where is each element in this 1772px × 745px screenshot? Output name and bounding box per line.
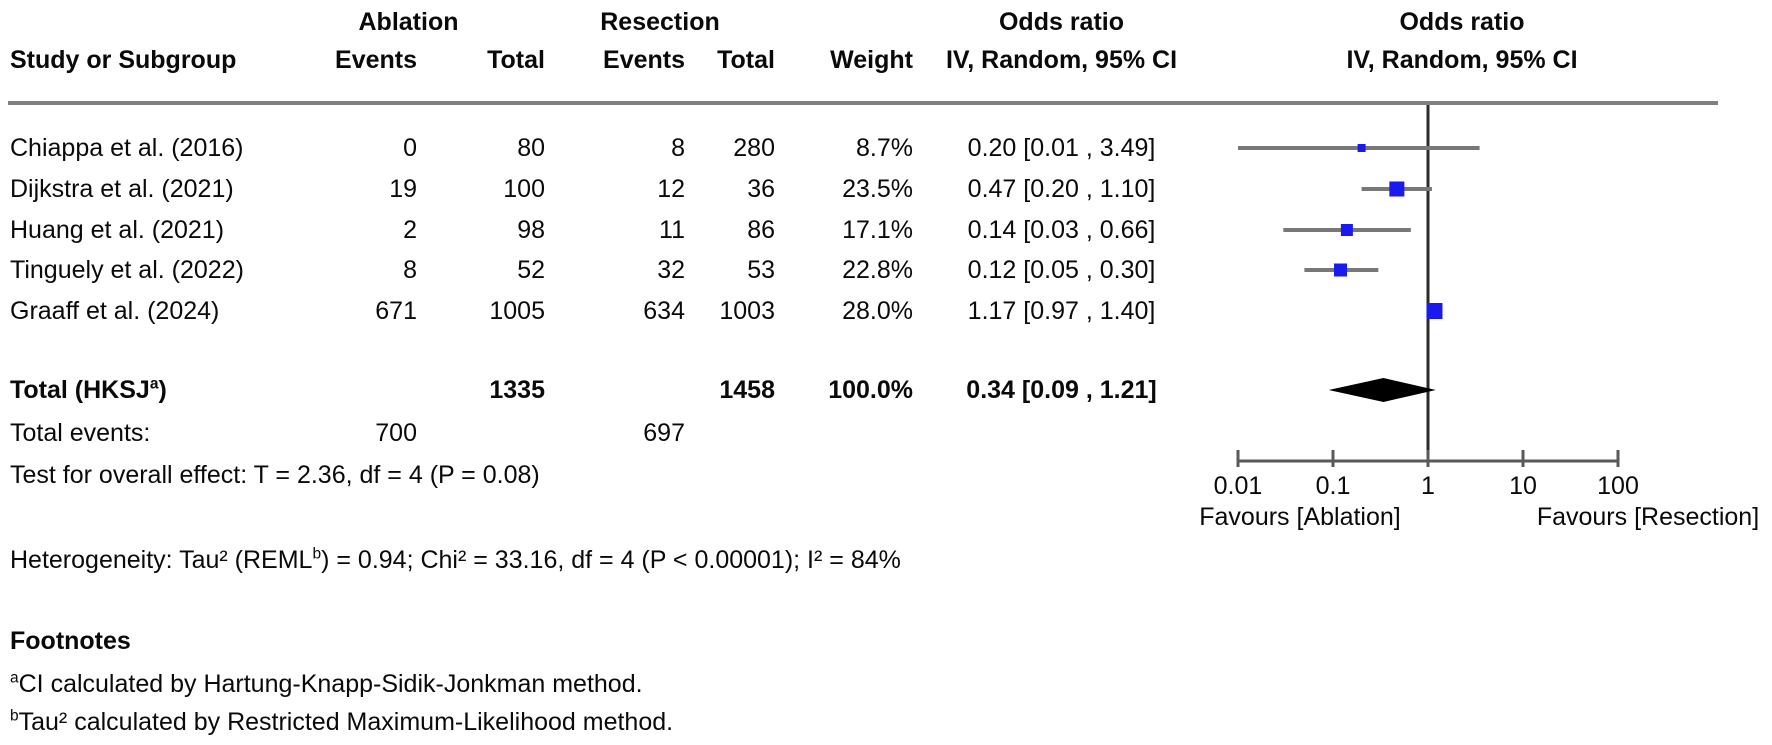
total-resection: 280	[733, 134, 775, 162]
weight-value: 23.5%	[842, 175, 913, 203]
footnote-marker-a: a	[149, 375, 159, 393]
summary-weight: 100.0%	[828, 376, 913, 404]
study-row: Graaff et al. (2024) 671 1005 634 1003 28.0% 1…	[0, 294, 1210, 328]
events-ablation: 2	[403, 216, 417, 244]
events-resection: 11	[659, 216, 685, 244]
x-axis-tick-label: 0.01	[1213, 472, 1263, 500]
events-ablation: 0	[403, 134, 417, 162]
summary-or-ci: 0.34 [0.09 , 1.21]	[966, 376, 1157, 404]
or-column-title: Odds ratio	[998, 8, 1124, 36]
study-name: Dijkstra et al. (2021)	[10, 175, 234, 203]
study-row: Tinguely et al. (2022) 8 52 32 53 22.8% 0.12 […	[0, 253, 1210, 287]
events-resection: 8	[671, 134, 685, 162]
or-ci-text: 0.47 [0.20 , 1.10]	[967, 175, 1156, 203]
study-row: Chiappa et al. (2016) 0 80 8 280 8.7% 0.20 [0.…	[0, 131, 1210, 165]
events-resection: 32	[657, 256, 685, 284]
col-total-ablation: Total	[487, 46, 545, 74]
footnotes-title: Footnotes	[10, 627, 131, 655]
weight-value: 17.1%	[842, 216, 913, 244]
x-axis-tick-label: 1	[1421, 472, 1435, 500]
weight-value: 22.8%	[842, 256, 913, 284]
events-resection: 634	[643, 297, 685, 325]
events-resection: 12	[657, 175, 685, 203]
or-marker	[1334, 263, 1348, 277]
col-or-ci-text: IV, Random, 95% CI	[945, 46, 1178, 74]
col-total-resection: Total	[717, 46, 775, 74]
plot-column-subtitle: IV, Random, 95% CI	[1346, 46, 1578, 74]
or-ci-text: 0.12 [0.05 , 0.30]	[967, 256, 1156, 284]
total-events-row: Total events: 700 697	[0, 416, 1210, 450]
summary-diamond	[1328, 378, 1436, 402]
summary-events-resection	[545, 373, 685, 407]
heterogeneity-text: Heterogeneity: Tau² (REMLb) = 0.94; Chi²…	[10, 545, 901, 574]
total-resection: 86	[747, 216, 775, 244]
favours-ablation-label: Favours [Ablation]	[1199, 503, 1401, 531]
col-events-ablation: Events	[335, 46, 417, 74]
weight-value: 8.7%	[856, 134, 913, 162]
total-ablation: 98	[517, 216, 545, 244]
weight-value: 28.0%	[842, 297, 913, 325]
study-name: Huang et al. (2021)	[10, 216, 225, 244]
summary-label: Total (HKSJa)	[10, 375, 167, 404]
or-ci-text: 0.20 [0.01 , 3.49]	[967, 134, 1156, 162]
x-axis-tick-label: 100	[1597, 472, 1639, 500]
group-header-ablation: Ablation	[358, 8, 459, 36]
or-marker	[1357, 144, 1366, 152]
column-header-row: Study or Subgroup Events Total Events To…	[0, 43, 1210, 77]
favours-resection-label: Favours [Resection]	[1536, 503, 1760, 531]
total-events-ablation: 700	[375, 419, 417, 447]
summary-total-ablation: 1335	[489, 376, 545, 404]
or-ci-text: 0.14 [0.03 , 0.66]	[967, 216, 1156, 244]
total-ablation: 100	[503, 175, 545, 203]
study-name: Chiappa et al. (2016)	[10, 134, 244, 162]
summary-events-ablation	[272, 373, 417, 407]
total-resection: 36	[747, 175, 775, 203]
group-header-resection: Resection	[600, 8, 720, 36]
footnote-marker-b: b	[312, 545, 322, 563]
total-ablation: 80	[517, 134, 545, 162]
total-resection: 1003	[719, 297, 775, 325]
col-study-or-subgroup: Study or Subgroup	[10, 46, 237, 74]
study-row: Huang et al. (2021) 2 98 11 86 17.1% 0.14 [0.0…	[0, 213, 1210, 247]
events-ablation: 8	[403, 256, 417, 284]
footnote-a: aCI calculated by Hartung-Knapp-Sidik-Jo…	[10, 669, 643, 698]
col-events-resection: Events	[603, 46, 685, 74]
total-ablation: 1005	[489, 297, 545, 325]
plot-column-title: Odds ratio	[1399, 8, 1525, 36]
study-name: Graaff et al. (2024)	[10, 297, 220, 325]
overall-effect-text: Test for overall effect: T = 2.36, df = …	[10, 461, 540, 489]
or-marker	[1389, 181, 1405, 197]
footnote-b: bTau² calculated by Restricted Maximum-L…	[10, 707, 674, 736]
total-events-resection: 697	[643, 419, 685, 447]
total-resection: 53	[747, 256, 775, 284]
summary-total-resection: 1458	[719, 376, 775, 404]
or-marker	[1340, 224, 1353, 236]
or-ci-text: 1.17 [0.97 , 1.40]	[967, 297, 1156, 325]
x-axis-tick-label: 0.1	[1315, 472, 1351, 500]
events-ablation: 19	[389, 175, 417, 203]
study-row: Dijkstra et al. (2021) 19 100 12 36 23.5% 0.47…	[0, 172, 1210, 206]
summary-row: Total (HKSJa) 1335 1458 100.0% 0.34 [0.0…	[0, 373, 1210, 407]
x-axis-tick-label: 10	[1509, 472, 1537, 500]
events-ablation: 671	[375, 297, 417, 325]
total-events-label: Total events:	[10, 419, 151, 447]
total-ablation: 52	[517, 256, 545, 284]
study-name: Tinguely et al. (2022)	[10, 256, 244, 284]
col-weight: Weight	[830, 46, 913, 74]
or-marker	[1426, 303, 1443, 319]
